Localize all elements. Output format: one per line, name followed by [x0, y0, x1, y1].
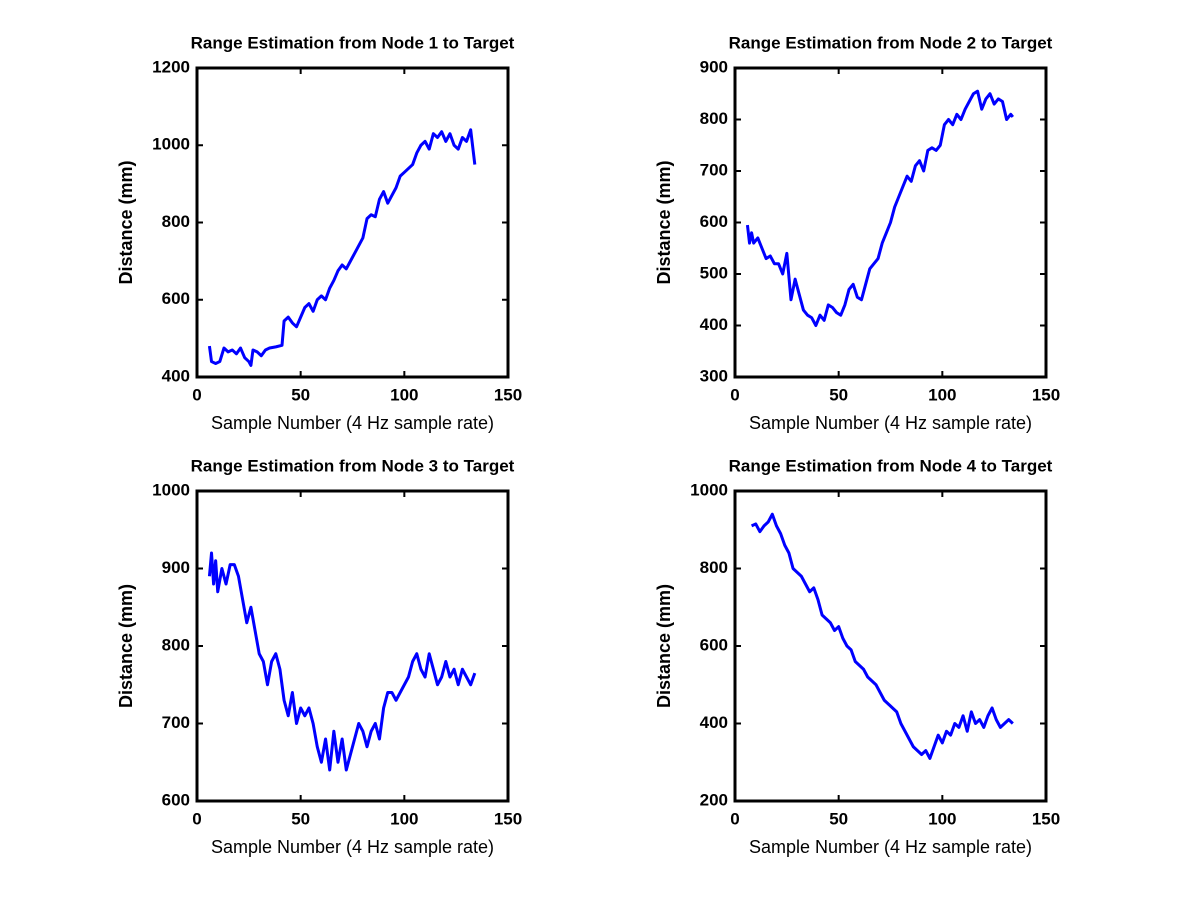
y-tick-label: 1200 [152, 57, 190, 76]
y-tick-label: 800 [700, 558, 728, 577]
data-line [745, 89, 1014, 327]
x-tick-label: 50 [829, 385, 848, 404]
x-axis-label: Sample Number (4 Hz sample rate) [211, 413, 494, 433]
chart-title: Range Estimation from Node 3 to Target [191, 456, 515, 475]
axes-frame [195, 66, 510, 379]
x-axis-label: Sample Number (4 Hz sample rate) [749, 413, 1032, 433]
y-tick-label: 800 [162, 635, 190, 654]
axes-frame [733, 489, 1048, 803]
x-tick-label: 0 [730, 385, 739, 404]
x-tick-label: 100 [928, 809, 956, 828]
y-axis-label: Distance (mm) [654, 584, 674, 708]
y-axis-label: Distance (mm) [116, 160, 136, 284]
data-line [750, 512, 1014, 760]
y-tick-label: 600 [162, 289, 190, 308]
axes-background [197, 68, 508, 377]
y-tick-label: 300 [700, 366, 728, 385]
axes-background [735, 491, 1046, 801]
y-tick-label: 600 [700, 635, 728, 654]
y-tick-label: 900 [700, 57, 728, 76]
chart-title: Range Estimation from Node 4 to Target [729, 456, 1053, 475]
y-tick-label: 200 [700, 790, 728, 809]
chart-title: Range Estimation from Node 2 to Target [729, 33, 1053, 52]
y-tick-label: 400 [700, 315, 728, 334]
y-tick-label: 800 [162, 212, 190, 231]
x-tick-label: 50 [291, 809, 310, 828]
y-axis-label: Distance (mm) [654, 160, 674, 284]
y-tick-label: 700 [162, 713, 190, 732]
x-tick-label: 50 [291, 385, 310, 404]
y-axis-label: Distance (mm) [116, 584, 136, 708]
y-tick-label: 1000 [152, 135, 190, 154]
y-tick-label: 600 [700, 212, 728, 231]
x-tick-label: 0 [192, 809, 201, 828]
x-tick-label: 150 [1032, 809, 1060, 828]
y-tick-label: 1000 [690, 480, 728, 499]
y-tick-label: 1000 [152, 480, 190, 499]
x-tick-label: 100 [928, 385, 956, 404]
x-axis-label: Sample Number (4 Hz sample rate) [211, 837, 494, 857]
y-tick-label: 600 [162, 790, 190, 809]
y-tick-label: 500 [700, 263, 728, 282]
y-tick-label: 900 [162, 558, 190, 577]
data-line [207, 551, 477, 772]
y-tick-label: 400 [162, 366, 190, 385]
y-tick-label: 400 [700, 713, 728, 732]
axes-frame [733, 66, 1048, 379]
axes-background [197, 491, 508, 801]
y-tick-label: 800 [700, 109, 728, 128]
chart-title: Range Estimation from Node 1 to Target [191, 33, 515, 52]
x-tick-label: 0 [730, 809, 739, 828]
x-tick-label: 50 [829, 809, 848, 828]
x-tick-label: 100 [390, 809, 418, 828]
x-tick-label: 150 [494, 385, 522, 404]
y-tick-label: 700 [700, 160, 728, 179]
data-line [207, 128, 477, 367]
x-tick-label: 150 [1032, 385, 1060, 404]
x-tick-label: 0 [192, 385, 201, 404]
x-tick-label: 150 [494, 809, 522, 828]
x-axis-label: Sample Number (4 Hz sample rate) [749, 837, 1032, 857]
x-tick-label: 100 [390, 385, 418, 404]
axes-frame [195, 489, 510, 803]
